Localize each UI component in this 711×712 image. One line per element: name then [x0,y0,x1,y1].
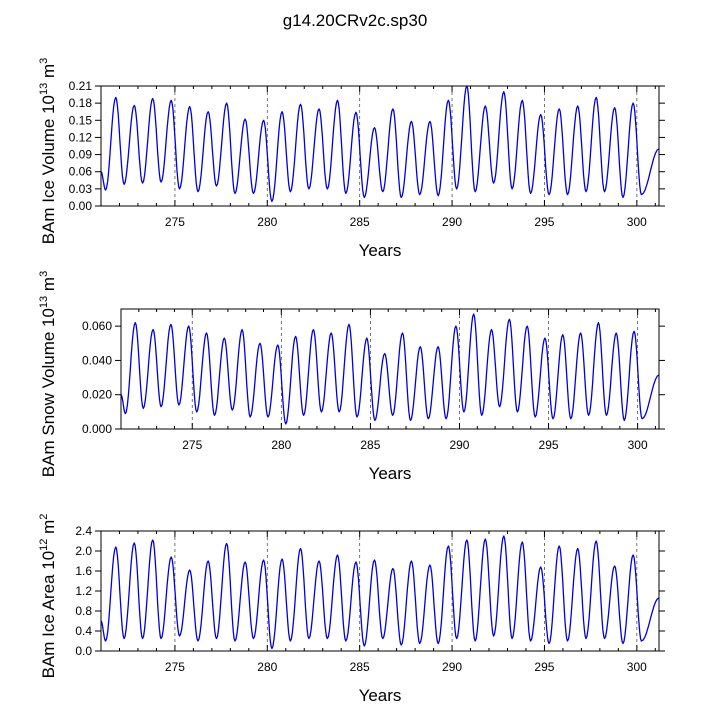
y-tick-label: 0.020 [82,388,112,402]
x-axis-label: Years [359,241,402,260]
x-tick-label: 275 [182,438,202,452]
y-axis-label-part: m [39,520,58,539]
x-tick-label: 295 [534,660,554,674]
plot-frame [100,530,660,652]
y-tick-label: 0.12 [69,130,93,144]
x-tick-label: 285 [350,660,370,674]
x-tick-label: 295 [534,215,554,229]
y-tick-label: 0.4 [75,624,92,638]
x-tick-label: 275 [165,215,185,229]
y-tick-label: 0.18 [69,96,93,110]
y-tick-label: 1.6 [75,564,92,578]
y-tick-label: 0.15 [69,113,93,127]
y-axis-label-part: 3 [38,271,50,277]
y-tick-label: 0.03 [69,182,93,196]
chart-panel-ice-volume: 275 280 285 290 295 300 0.00 0.03 0.06 0.09 0.12 0.… [38,58,665,260]
y-tick-label: 0.8 [75,604,92,618]
y-tick-label: 0.000 [82,422,112,436]
y-tick-label: 2.0 [75,544,92,558]
chart-panel-ice-area: 275 280 285 290 295 300 0.0 0.4 0.8 1.2 1.6 2.0 2.4 Y… [38,514,665,705]
y-tick-label: 0.040 [82,353,112,367]
chart-title: g14.20CRv2c.sp30 [283,11,428,30]
x-tick-label: 290 [442,660,462,674]
x-tick-label: 280 [257,660,277,674]
x-tick-label: 285 [360,438,380,452]
x-tick-label: 280 [257,215,277,229]
x-tick-label: 300 [628,438,648,452]
x-axis-label: Years [359,686,402,705]
x-tick-label: 290 [442,215,462,229]
y-tick-label: 0.060 [82,319,112,333]
y-axis-label: BAm Snow Volume 1013 m3 [38,271,58,477]
x-axis-label: Years [369,464,412,483]
x-tick-label: 295 [539,438,559,452]
y-tick-label: 0.0 [75,644,92,658]
y-axis-label-part: 3 [38,58,50,64]
x-tick-label: 280 [271,438,291,452]
y-axis-label-part: 13 [38,296,50,308]
y-axis-label-part: BAm Ice Area 10 [39,551,58,679]
y-axis-label-part: 13 [38,83,50,95]
x-tick-label: 300 [627,660,647,674]
y-axis-label-part: 12 [38,539,50,551]
series-line-snow-volume [120,313,660,425]
series-line-ice-area [100,535,660,650]
y-tick-label: 0.09 [69,148,93,162]
y-axis-label-part: 2 [38,514,50,520]
x-tick-label: 290 [449,438,469,452]
y-axis-label-part: BAm Ice Volume 10 [39,95,58,244]
y-tick-label: 0.00 [69,199,93,213]
y-tick-label: 0.06 [69,165,93,179]
plot-frame [120,308,660,430]
x-tick-label: 285 [350,215,370,229]
chart-panel-snow-volume: 275 280 285 290 295 300 0.000 0.020 0.040 0.060 Ye… [38,271,665,483]
x-tick-label: 300 [627,215,647,229]
y-axis-label: BAm Ice Volume 1013 m3 [38,58,58,245]
y-tick-label: 0.21 [69,79,93,93]
y-axis-label-part: m [39,64,58,83]
y-axis-label-part: m [39,277,58,296]
y-axis-label: BAm Ice Area 1012 m2 [38,514,58,679]
plot-frame [100,85,660,207]
y-axis-label-part: BAm Snow Volume 10 [39,308,58,477]
series-line-ice-volume [100,85,660,203]
y-tick-label: 2.4 [75,524,92,538]
y-tick-label: 1.2 [75,584,92,598]
x-tick-label: 275 [165,660,185,674]
